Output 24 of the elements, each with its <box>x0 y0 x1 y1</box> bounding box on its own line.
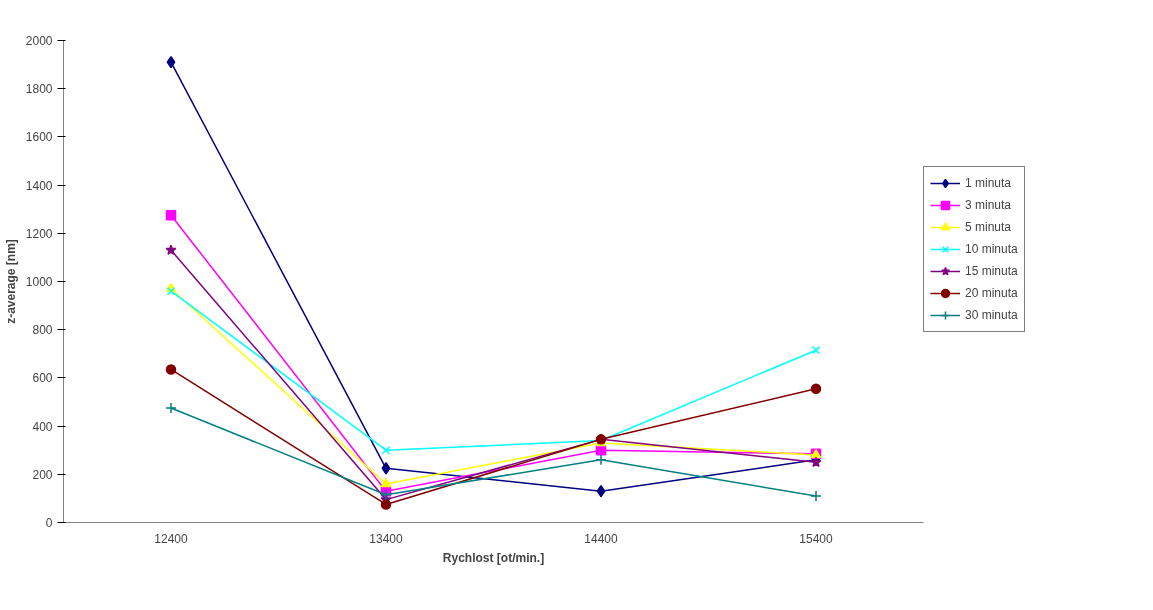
legend-label: 10 minuta <box>965 241 1018 258</box>
y-tick-label: 400 <box>32 419 53 434</box>
x-tick-label: 12400 <box>154 531 189 546</box>
x-tick-label: 14400 <box>584 531 619 546</box>
y-tick-label: 1000 <box>25 275 53 289</box>
legend-label: 5 minuta <box>965 219 1012 236</box>
y-tick-label: 0 <box>45 516 53 530</box>
x-tick-label: 13400 <box>369 531 404 546</box>
x-axis-title: Rychlost [ot/min.] <box>442 550 545 565</box>
y-tick-label: 200 <box>32 467 53 482</box>
y-tick-label: 1800 <box>25 82 53 97</box>
y-tick-label: 2000 <box>25 34 53 48</box>
legend-label: 30 minuta <box>965 307 1018 324</box>
x-tick-label: 15400 <box>799 531 834 546</box>
legend-label: 20 minuta <box>965 285 1018 302</box>
legend-label: 1 minuta <box>965 175 1012 192</box>
y-axis-title: z-average [nm] <box>3 239 18 324</box>
legend-label: 3 minuta <box>965 197 1012 214</box>
y-tick-label: 1600 <box>25 130 53 145</box>
y-tick-label: 600 <box>32 371 53 386</box>
y-tick-label: 800 <box>32 323 53 338</box>
legend-label: 15 minuta <box>965 263 1018 280</box>
y-tick-label: 1200 <box>25 226 53 241</box>
y-tick-label: 1400 <box>25 178 53 193</box>
